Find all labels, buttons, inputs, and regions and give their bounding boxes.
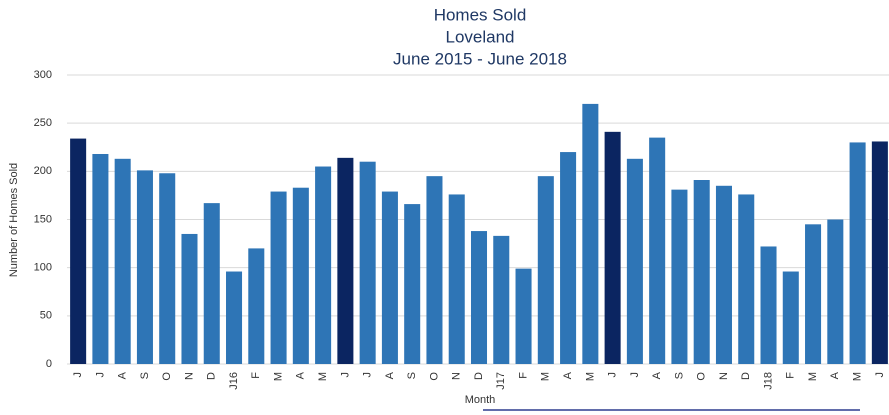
x-tick-label: D [740,372,752,380]
x-tick-label: A [829,371,841,379]
y-tick-label: 150 [34,213,52,225]
bar [849,142,866,364]
x-tick-label: S [139,372,151,379]
y-tick-label: 200 [34,165,52,177]
x-tick-label: M [852,372,864,381]
bar [805,224,822,364]
x-tick-label: M [584,372,596,381]
x-axis-label: Month [465,394,496,406]
x-tick-label: J [362,372,374,378]
x-tick-label: J18 [762,372,774,390]
bar [493,235,510,364]
bar [470,231,488,364]
bar [604,131,621,364]
bar [270,191,287,364]
y-tick-label: 50 [40,310,52,322]
bar [738,194,755,364]
bar [359,161,376,364]
y-tick-label: 100 [34,262,52,274]
bar [114,158,131,364]
x-tick-label: A [295,371,307,379]
x-tick-label: N [451,372,463,380]
bar [136,170,153,364]
y-axis-label: Number of Homes Sold [8,163,20,277]
bar [248,248,265,364]
bar [292,187,309,364]
bar [404,204,421,364]
bar [337,157,354,364]
bar [560,152,577,364]
bar [181,233,198,364]
bar [760,246,777,364]
x-tick-label: F [517,372,529,379]
x-tick-label: J [94,372,106,378]
chart-title: June 2015 - June 2018 [393,49,567,68]
x-tick-label: F [785,372,797,379]
bar [381,191,398,364]
chart-title: Homes Sold [434,5,527,24]
x-tick-label: J [339,372,351,378]
x-tick-label: M [317,372,329,381]
bar [782,271,799,364]
y-tick-label: 250 [34,117,52,129]
x-tick-label: O [161,372,173,381]
bar [715,185,732,364]
x-tick-label: D [206,372,218,380]
chart-title: Loveland [445,27,514,46]
bar [426,176,443,364]
x-tick-label: J [72,372,84,378]
x-tick-label: J [874,372,886,378]
x-tick-label: M [540,372,552,381]
x-tick-label: A [384,371,396,379]
x-tick-label: D [473,372,485,380]
x-tick-label: J16 [228,372,240,390]
bar [448,194,465,364]
x-tick-label: N [718,372,730,380]
bar [626,158,643,364]
bar [693,180,710,364]
bar [827,219,844,364]
bar [671,189,688,364]
bar [649,137,666,364]
x-tick-label: N [183,372,195,380]
bar [515,268,532,364]
bar [315,166,332,364]
x-tick-label: J [629,372,641,378]
x-tick-label: J [607,372,619,378]
x-tick-label: S [673,372,685,379]
x-tick-label: A [117,371,129,379]
bar [92,153,109,364]
bar [203,203,220,364]
x-tick-label: O [696,372,708,381]
y-tick-label: 300 [34,69,52,81]
x-tick-label: A [562,371,574,379]
bar [582,103,599,365]
x-tick-label: A [651,371,663,379]
bar [70,138,87,364]
bar [871,141,888,364]
x-tick-label: J17 [495,372,507,390]
bar [537,176,554,364]
bar [159,173,176,364]
x-tick-label: M [272,372,284,381]
bar [226,271,243,364]
y-tick-label: 0 [46,358,52,370]
x-tick-label: O [428,372,440,381]
x-tick-label: F [250,372,262,379]
x-tick-label: M [807,372,819,381]
x-tick-label: S [406,372,418,379]
